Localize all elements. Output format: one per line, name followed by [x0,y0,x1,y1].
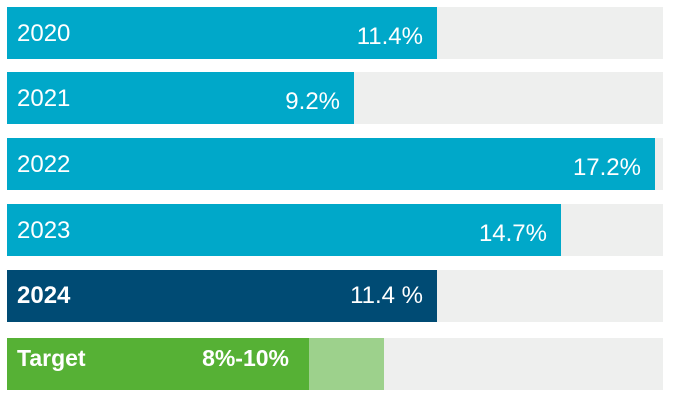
bar-track-target: Target 8%-10% [7,338,663,390]
bar-track-2021: 2021 9.2% [7,72,663,124]
value-label-2020: 11.4% [356,23,423,50]
value-label-2021: 9.2% [285,88,340,115]
category-label-2022: 2022 [17,151,71,178]
bar-track-2020: 2020 11.4% [7,7,663,59]
bar-2022 [7,138,655,190]
category-label-2023: 2023 [17,217,71,244]
bar-2021 [7,72,354,124]
bar-target-base [7,338,309,390]
category-label-target: Target [17,345,86,371]
bar-track-2024: 2024 11.4 % [7,270,663,322]
bar-track-2022: 2022 17.2% [7,138,663,190]
bar-target-range [309,338,384,390]
bar-2023 [7,204,561,256]
value-label-2022: 17.2% [572,154,641,181]
bar-2020 [7,7,437,59]
value-label-2023: 14.7% [478,220,547,247]
category-label-2024: 2024 [17,282,71,309]
bar-track-2023: 2023 14.7% [7,204,663,256]
value-label-target: 8%-10% [202,345,289,371]
category-label-2021: 2021 [17,85,71,112]
bar-2024 [7,270,437,322]
value-label-2024: 11.4 % [350,282,423,309]
category-label-2020: 2020 [17,20,71,47]
